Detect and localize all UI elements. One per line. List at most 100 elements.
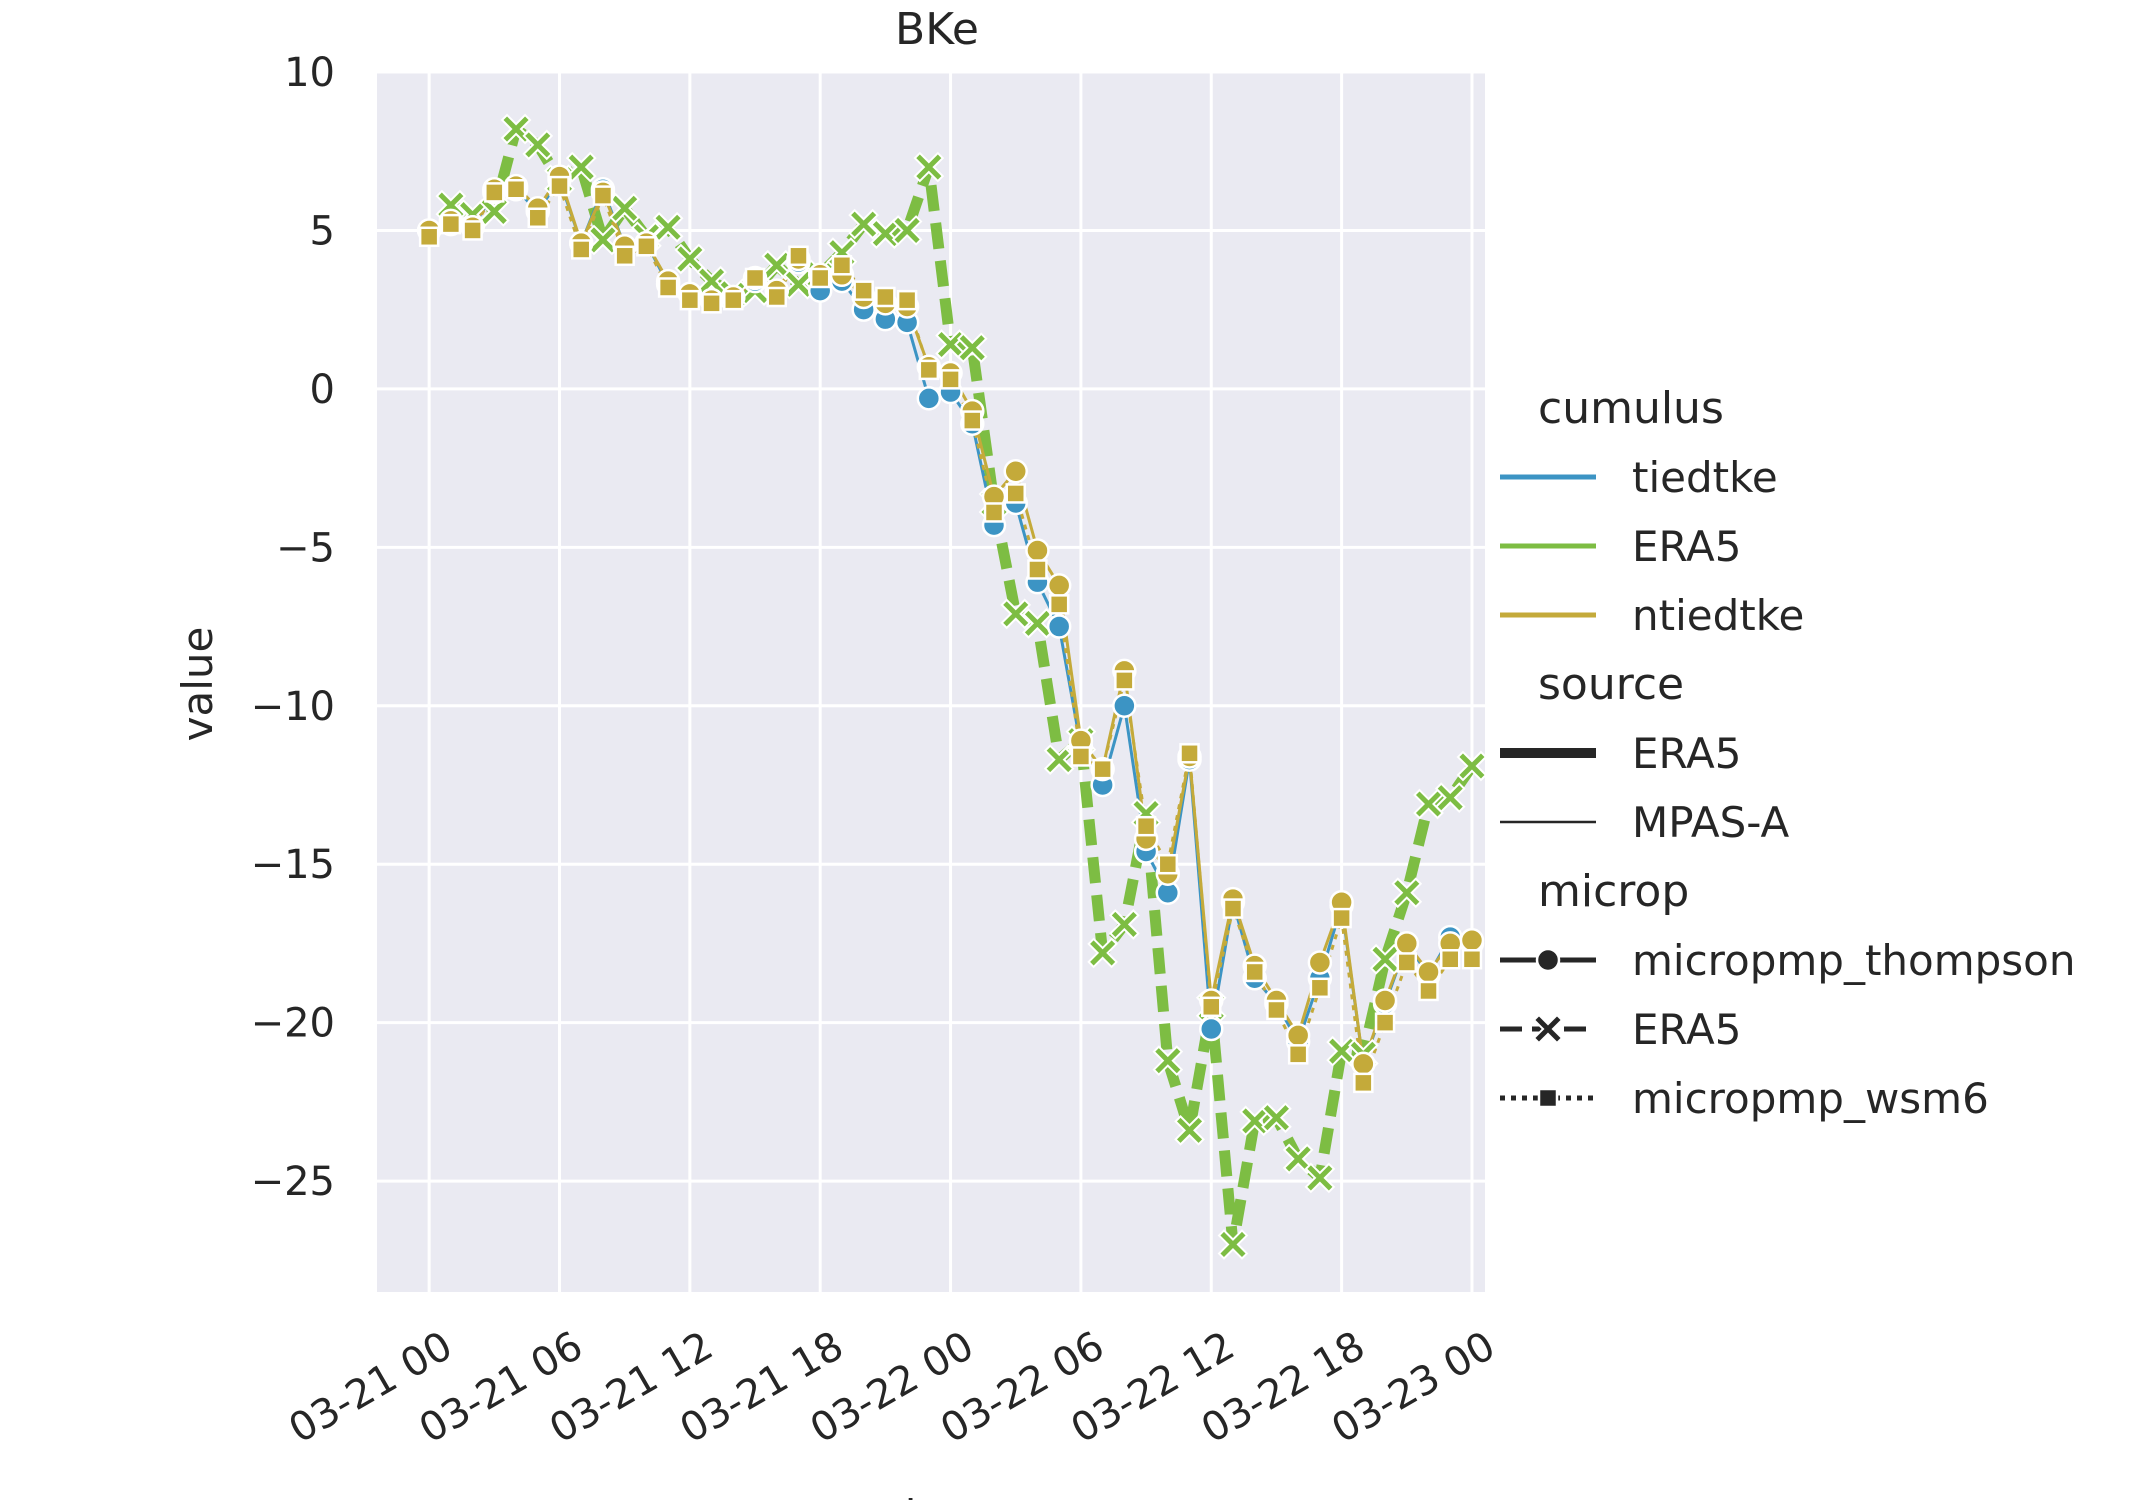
data-point — [1048, 594, 1070, 615]
data-point — [1415, 791, 1442, 817]
data-point — [938, 331, 964, 358]
data-point — [679, 289, 701, 311]
data-point — [614, 245, 635, 267]
data-point — [484, 182, 505, 203]
y-tick-label: −20 — [251, 1001, 335, 1047]
data-point — [1351, 1051, 1376, 1077]
data-point — [1179, 743, 1200, 764]
y-tick-label: −10 — [251, 684, 335, 730]
y-tick-labels: 10 5 0 −5 −10 −15 −20 −25 — [251, 50, 335, 1205]
data-point — [894, 217, 920, 243]
data-point — [655, 214, 681, 240]
data-point — [568, 154, 594, 180]
legend-label: ERA5 — [1632, 729, 1741, 778]
data-point — [1372, 946, 1398, 972]
data-point — [657, 277, 679, 298]
data-point — [918, 359, 940, 381]
data-point — [1024, 610, 1050, 636]
data-point — [831, 255, 853, 276]
data-point — [1222, 898, 1244, 919]
data-point — [1439, 949, 1461, 970]
data-point — [809, 267, 831, 289]
data-point — [851, 211, 877, 237]
data-point — [853, 280, 874, 301]
data-point — [462, 220, 483, 241]
series-markers — [416, 113, 1488, 1260]
legend-marker — [1537, 1087, 1559, 1109]
data-point — [1309, 977, 1331, 999]
data-point — [1114, 670, 1135, 691]
data-point — [1220, 1231, 1246, 1258]
data-point — [1005, 483, 1026, 504]
data-point — [788, 245, 809, 267]
data-point — [1046, 747, 1072, 773]
data-point — [1046, 573, 1072, 598]
data-point — [1396, 952, 1418, 973]
data-point — [699, 268, 725, 294]
data-point — [875, 286, 896, 308]
data-point — [962, 410, 983, 431]
legend-label: ERA5 — [1632, 1005, 1741, 1054]
data-point — [1285, 1023, 1311, 1048]
data-point — [744, 267, 766, 289]
data-point — [785, 271, 812, 297]
data-point — [636, 236, 657, 257]
data-point — [1003, 601, 1029, 627]
y-tick-label: −5 — [276, 525, 335, 571]
data-point — [1416, 959, 1441, 985]
data-point — [1263, 1105, 1289, 1131]
legend-marker — [1535, 1016, 1561, 1042]
data-point — [1461, 949, 1483, 970]
data-point — [440, 213, 462, 235]
data-point — [1394, 880, 1420, 906]
data-point — [1372, 988, 1398, 1013]
data-point — [1394, 931, 1420, 956]
data-point — [1374, 1012, 1396, 1033]
data-point — [1307, 1165, 1333, 1191]
data-point — [940, 369, 961, 390]
legend-label: ERA5 — [1632, 522, 1741, 571]
data-point — [766, 286, 787, 308]
x-axis-label: date — [890, 1491, 985, 1500]
data-point — [1331, 907, 1352, 929]
legend-label: ntiedtke — [1632, 591, 1804, 640]
data-point — [916, 154, 942, 180]
data-point — [983, 502, 1005, 523]
y-axis-label: value — [173, 627, 222, 742]
legend-label: micropmp_wsm6 — [1632, 1074, 1989, 1123]
data-point — [1111, 911, 1137, 937]
legend-title: source — [1538, 659, 1684, 710]
data-point — [1266, 999, 1287, 1021]
legend-label: MPAS-A — [1632, 798, 1790, 847]
legend-label: micropmp_thompson — [1632, 936, 2076, 985]
legend-title: microp — [1538, 866, 1689, 917]
legend-marker — [1535, 947, 1561, 973]
y-tick-label: −25 — [251, 1159, 335, 1205]
data-point — [1329, 1038, 1355, 1064]
y-tick-label: 10 — [284, 50, 335, 96]
data-point — [612, 195, 638, 221]
y-tick-label: 5 — [310, 208, 335, 254]
data-point — [1003, 459, 1028, 484]
data-point — [1201, 996, 1222, 1018]
data-point — [1092, 758, 1113, 780]
data-point — [1418, 980, 1439, 1002]
data-point — [1307, 950, 1333, 975]
data-point — [481, 198, 507, 224]
data-point — [1046, 614, 1072, 639]
data-point — [527, 207, 549, 229]
data-point — [503, 116, 529, 142]
data-point — [1155, 1048, 1181, 1074]
data-point — [959, 335, 985, 361]
data-point — [1287, 1044, 1309, 1065]
data-point — [1176, 1117, 1203, 1143]
data-point — [1112, 693, 1137, 719]
data-point — [764, 252, 790, 278]
data-point — [916, 386, 942, 411]
data-point — [1157, 853, 1179, 875]
data-point — [525, 132, 551, 158]
data-point — [1459, 928, 1485, 953]
chart-title: BKe — [895, 4, 979, 55]
data-point — [896, 289, 918, 311]
